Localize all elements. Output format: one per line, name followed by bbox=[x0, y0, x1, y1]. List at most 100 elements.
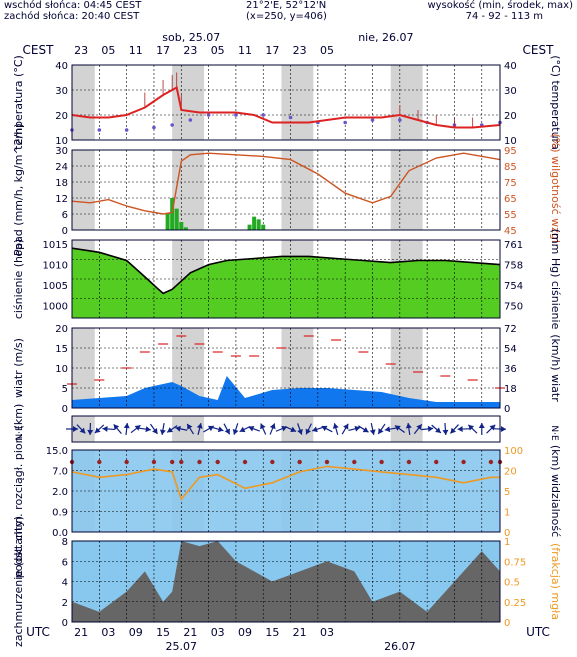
wind-arrow-head bbox=[102, 425, 108, 432]
wind-direction-arrow bbox=[94, 424, 105, 434]
wind-direction-arrow bbox=[113, 424, 122, 434]
wind-arrow-head bbox=[297, 428, 303, 435]
top-hour-label: 23 bbox=[293, 44, 307, 57]
wind-arrow-head bbox=[167, 427, 174, 433]
top-day-label: sob, 25.07 bbox=[162, 31, 220, 44]
wind-arrow-head bbox=[369, 429, 376, 435]
timezone-top-right: CEST bbox=[523, 43, 555, 57]
cloud-base-dot bbox=[197, 459, 202, 465]
dewpoint-dot bbox=[206, 113, 211, 117]
cloud-base-dot bbox=[434, 459, 439, 465]
visibility-tick-left: 0.9 bbox=[52, 508, 68, 519]
wind-arrow-head bbox=[500, 426, 506, 433]
wind-direction-arrow bbox=[223, 423, 231, 435]
precipitation-bar bbox=[183, 227, 188, 230]
cloud-tick-left: 2 bbox=[62, 598, 68, 609]
cloud-base-dot bbox=[151, 459, 157, 465]
sunrise-text: wschód słońca: 04:45 CEST bbox=[4, 0, 142, 11]
temperature-tick-left: 10 bbox=[55, 136, 68, 147]
wind-direction-arrow bbox=[76, 424, 86, 434]
visibility-tick-left: 15.0 bbox=[46, 446, 68, 457]
dewpoint-dot bbox=[288, 115, 293, 120]
precipitation-bar bbox=[165, 214, 170, 230]
wind-arrow-head bbox=[232, 429, 239, 435]
visibility-tick-left: 0.0 bbox=[52, 528, 68, 539]
precipitation-tick-right: 45 bbox=[504, 226, 517, 237]
wind-arrow-head bbox=[94, 427, 101, 434]
panel-frame bbox=[71, 64, 501, 141]
wind-direction-arrow bbox=[478, 423, 485, 435]
wind-arrow-head bbox=[416, 424, 422, 431]
wind-arrow-head bbox=[384, 426, 391, 433]
precipitation-tick-left: 18 bbox=[55, 178, 68, 189]
precipitation-bar bbox=[256, 219, 261, 230]
wind-tick-left: 5 bbox=[62, 384, 68, 395]
wind-arrow-head bbox=[152, 428, 158, 434]
visibility-tick-right: 1 bbox=[504, 508, 510, 519]
night-band bbox=[281, 416, 314, 442]
wind-direction-arrow bbox=[186, 423, 195, 435]
pressure-axis-label-right: (mm Hg) ciśnienie bbox=[549, 229, 562, 330]
visibility-axis-label: (km) widzialność bbox=[549, 445, 562, 537]
precipitation-tick-left: 0 bbox=[62, 226, 68, 237]
wind-arrow-head bbox=[362, 426, 369, 433]
wind-arrow-head bbox=[123, 423, 130, 429]
wind-direction-arrow bbox=[321, 425, 333, 433]
bottom-hour-label: 03 bbox=[101, 626, 115, 639]
top-hour-label: 23 bbox=[183, 44, 197, 57]
bottom-hour-label: 21 bbox=[74, 626, 88, 639]
wind-arrow-head bbox=[405, 423, 412, 429]
visibility-tick-left: 2.0 bbox=[52, 487, 68, 498]
bottom-hour-label: 03 bbox=[211, 626, 225, 639]
bottom-hour-label: 21 bbox=[293, 626, 307, 639]
top-hour-label: 05 bbox=[101, 44, 115, 57]
pressure-tick-left: 1010 bbox=[43, 261, 68, 272]
bottom-hour-label: 21 bbox=[183, 626, 197, 639]
pressure-tick-left: 1005 bbox=[43, 281, 68, 292]
wind-arrow-head bbox=[248, 425, 255, 432]
wind-direction-arrow bbox=[486, 424, 496, 434]
wind-direction-arrow bbox=[450, 424, 459, 434]
wind-arrow-head bbox=[79, 427, 86, 434]
wind-tick-left: 15 bbox=[55, 344, 68, 355]
wind-direction-arrow bbox=[138, 426, 151, 433]
cloud-axis-label-left: zachmurzenie (oktanty) bbox=[12, 516, 25, 647]
compass-rose-right: N·E bbox=[549, 425, 559, 441]
dewpoint-dot bbox=[343, 120, 347, 125]
top-hour-label: 11 bbox=[129, 44, 143, 57]
humidity-axis-label: (%) wilgotność wzgl. bbox=[549, 134, 562, 247]
night-band bbox=[390, 65, 423, 140]
wind-direction-arrow bbox=[166, 425, 178, 433]
wind-direction-arrow bbox=[377, 423, 386, 435]
temperature-tick-right: 20 bbox=[504, 111, 517, 122]
wind-arrow-head bbox=[87, 429, 94, 435]
compass-rose-left: N·E bbox=[15, 425, 25, 441]
cloud-base-dot bbox=[352, 459, 357, 465]
wind-arrow-head bbox=[450, 427, 457, 434]
wind-arrow-head bbox=[442, 429, 449, 435]
wind-tick-left: 10 bbox=[55, 364, 68, 375]
wind-direction-arrow bbox=[457, 426, 470, 433]
wind-tick-right: 36 bbox=[504, 364, 517, 375]
sunset-text: zachód słońca: 20:40 CEST bbox=[4, 11, 140, 22]
wind-axis-label-right: (km/h) wiatr bbox=[549, 334, 562, 402]
wind-arrow-head bbox=[435, 427, 441, 433]
panel-frame bbox=[71, 449, 501, 533]
visibility-tick-left: 7.0 bbox=[52, 467, 68, 478]
precipitation-axis-label: opad (mm/h, kg/m^2/h) bbox=[12, 123, 25, 256]
precipitation-tick-left: 12 bbox=[55, 194, 68, 205]
precipitation-bar bbox=[247, 224, 252, 230]
wind-arrow-head bbox=[354, 425, 361, 432]
wind-direction-arrow bbox=[442, 422, 449, 436]
dewpoint-dot bbox=[261, 113, 266, 117]
wind-tick-right: 0 bbox=[504, 404, 510, 415]
cloud-base-dot bbox=[97, 459, 102, 465]
dewpoint-dot bbox=[152, 125, 156, 130]
wind-direction-arrow bbox=[297, 423, 303, 435]
top-hour-label: 11 bbox=[238, 44, 252, 57]
fog-axis-label-right: (frakcja) mgła bbox=[549, 543, 562, 620]
wind-arrow-head bbox=[224, 428, 230, 435]
precipitation-tick-right: 75 bbox=[504, 178, 517, 189]
temperature-tick-right: 10 bbox=[504, 136, 517, 147]
temperature-tick-left: 20 bbox=[55, 111, 68, 122]
